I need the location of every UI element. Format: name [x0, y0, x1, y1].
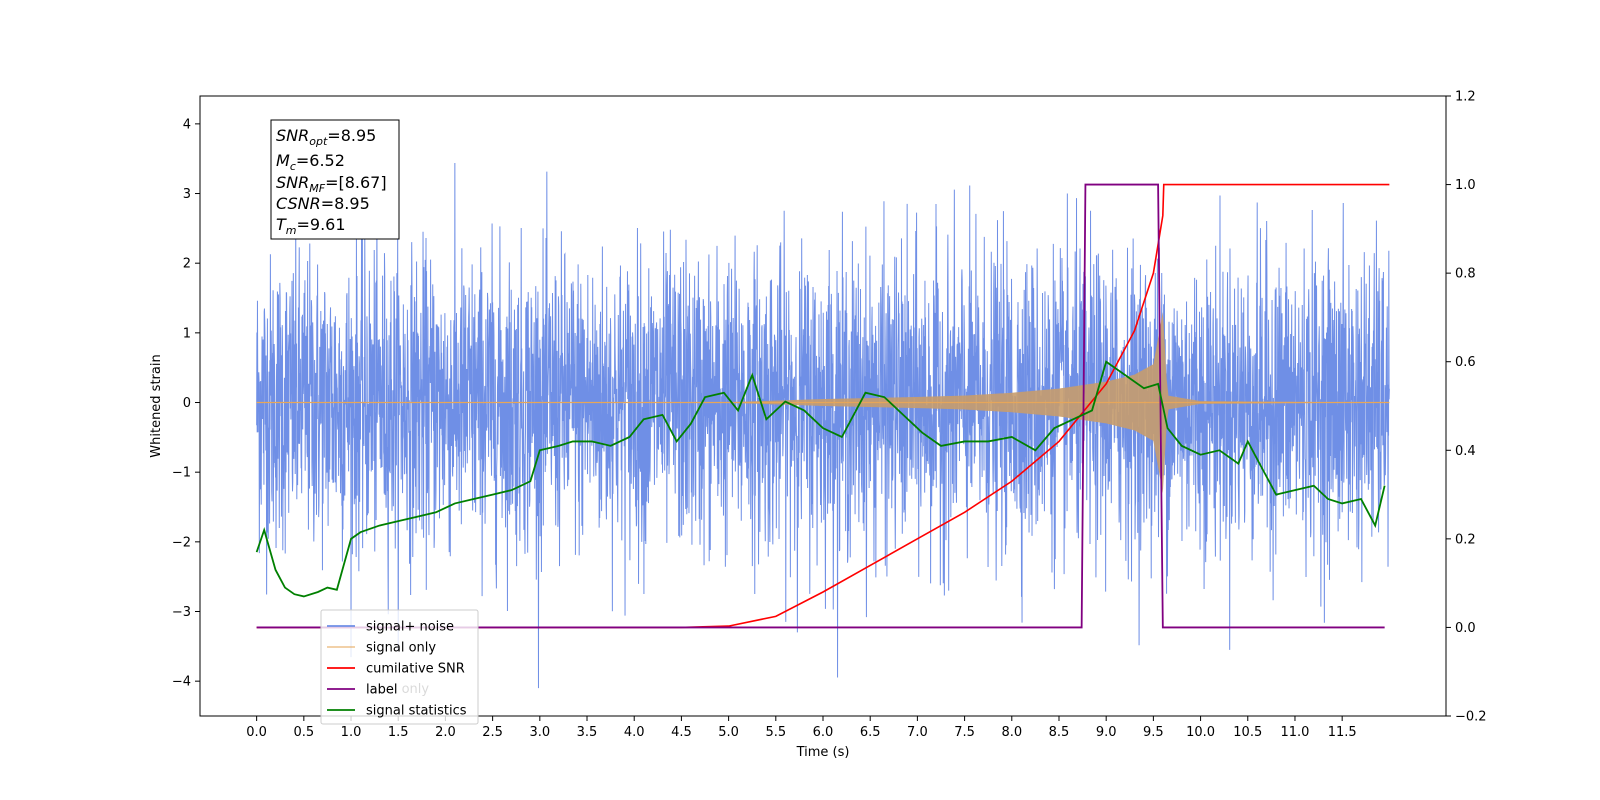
legend-label-cumulative-snr: cumilative SNR	[366, 662, 465, 677]
x-tick-label: 7.5	[954, 725, 975, 740]
annotation-box: SNRopt=8.95 Mc=6.52 SNRMF=[8.67] CSNR=8.…	[270, 119, 400, 240]
x-tick-label: 8.0	[1001, 725, 1022, 740]
x-tick-label: 9.0	[1096, 725, 1117, 740]
y-axis-label: Whitened strain	[149, 354, 164, 457]
annotation-snr-mf: =[8.67]	[325, 173, 387, 192]
y-tick-label: 2	[183, 257, 191, 272]
y2-tick-label: 1.0	[1455, 178, 1476, 193]
x-tick-label: 9.5	[1143, 725, 1164, 740]
y2-tick-label: −0.2	[1455, 710, 1487, 725]
x-tick-label: 1.0	[341, 725, 362, 740]
series-label	[256, 183, 1385, 629]
series-signal-statistics	[255, 360, 1386, 598]
annotation-tm: =9.61	[297, 215, 346, 234]
y-tick-label: 3	[183, 187, 191, 202]
x-axis-label: Time (s)	[796, 745, 850, 760]
y2-tick-label: 1.2	[1455, 90, 1476, 105]
y-tick-label: −2	[172, 535, 191, 550]
x-tick-label: 10.0	[1186, 725, 1215, 740]
legend-label-signal-noise: signal+ noise	[366, 620, 454, 635]
y2-tick-label: 0.8	[1455, 267, 1476, 282]
svg-text:CSNR=8.95: CSNR=8.95	[276, 194, 370, 213]
legend-label-label: label	[366, 683, 397, 698]
y2-tick-label: 0.6	[1455, 355, 1476, 370]
svg-text:Tm=9.61: Tm=9.61	[276, 215, 346, 237]
x-tick-label: 0.0	[246, 725, 267, 740]
plot-area	[255, 162, 1390, 689]
svg-text:SNRopt=8.95: SNRopt=8.95	[276, 126, 376, 148]
annotation-mc: =6.52	[296, 151, 345, 170]
x-tick-label: 1.5	[388, 725, 409, 740]
y-tick-label: 0	[183, 396, 191, 411]
x-tick-label: 5.0	[718, 725, 739, 740]
series-signal-noise	[256, 162, 1390, 689]
legend-label-signal-statistics: signal statistics	[366, 704, 467, 719]
x-tick-label: 3.0	[529, 725, 550, 740]
x-tick-label: 11.0	[1280, 725, 1309, 740]
legend-label-signal-only: signal only	[366, 641, 436, 656]
y2-axis-ticks: 1.2 1.0 0.8 0.6 0.4 0.2 0.0 −0.2	[1446, 90, 1487, 725]
y2-tick-label: 0.0	[1455, 621, 1476, 636]
annotation-snr-opt: =8.95	[327, 126, 376, 145]
legend: signal+ noise signal only cumilative SNR la…	[320, 609, 479, 725]
x-tick-label: 2.5	[482, 725, 503, 740]
x-tick-label: 6.5	[860, 725, 881, 740]
x-tick-label: 8.5	[1049, 725, 1070, 740]
x-axis-ticks: 0.0 0.5 1.0 1.5 2.0 2.5 3.0 3.5 4.0 4.5 5.0 5.5 6.0 6…	[246, 716, 1357, 740]
x-tick-label: 5.5	[765, 725, 786, 740]
annotation-csnr: =8.95	[321, 194, 370, 213]
y2-tick-label: 0.4	[1455, 444, 1476, 459]
x-tick-label: 6.0	[813, 725, 834, 740]
x-tick-label: 11.5	[1328, 725, 1357, 740]
y-tick-label: 4	[183, 117, 191, 132]
x-tick-label: 4.0	[624, 725, 645, 740]
x-tick-label: 10.5	[1233, 725, 1262, 740]
y2-tick-label: 0.2	[1455, 532, 1476, 547]
y-axis-ticks: 4 3 2 1 0 −1 −2 −3 −4	[172, 117, 200, 690]
legend-label-label-only: label only	[366, 682, 429, 697]
x-tick-label: 4.5	[671, 725, 692, 740]
y-tick-label: −4	[172, 675, 191, 690]
x-tick-label: 2.0	[435, 725, 456, 740]
svg-text:Mc=6.52: Mc=6.52	[276, 151, 345, 173]
y-tick-label: −1	[172, 466, 191, 481]
x-tick-label: 0.5	[293, 725, 314, 740]
x-tick-label: 3.5	[577, 725, 598, 740]
y-tick-label: −3	[172, 605, 191, 620]
y-tick-label: 1	[183, 326, 191, 341]
x-tick-label: 7.0	[907, 725, 928, 740]
svg-text:SNRMF=[8.67]: SNRMF=[8.67]	[276, 173, 387, 195]
